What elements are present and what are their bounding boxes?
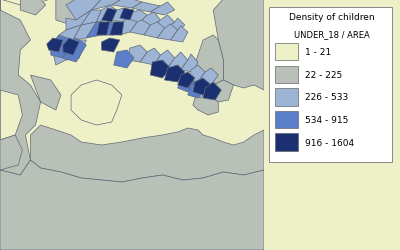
Polygon shape — [154, 51, 175, 69]
Polygon shape — [102, 23, 120, 36]
Polygon shape — [193, 79, 211, 96]
Polygon shape — [130, 21, 150, 36]
Text: 226 - 533: 226 - 533 — [305, 93, 348, 102]
Polygon shape — [66, 0, 102, 21]
Polygon shape — [110, 23, 124, 36]
Polygon shape — [102, 9, 117, 23]
Polygon shape — [150, 3, 175, 16]
Polygon shape — [53, 43, 73, 66]
Polygon shape — [114, 51, 134, 69]
Polygon shape — [144, 23, 164, 39]
Polygon shape — [30, 126, 264, 182]
Polygon shape — [63, 39, 86, 63]
Polygon shape — [178, 76, 195, 93]
Polygon shape — [127, 46, 147, 63]
Polygon shape — [91, 0, 122, 11]
Polygon shape — [198, 69, 218, 86]
Polygon shape — [20, 0, 46, 16]
Polygon shape — [56, 0, 81, 26]
Polygon shape — [110, 9, 132, 23]
Polygon shape — [120, 19, 137, 36]
Polygon shape — [0, 160, 264, 250]
Polygon shape — [188, 81, 205, 98]
Polygon shape — [203, 83, 221, 100]
Polygon shape — [96, 23, 110, 36]
Polygon shape — [188, 66, 205, 83]
FancyBboxPatch shape — [275, 66, 298, 84]
Polygon shape — [164, 19, 185, 33]
FancyBboxPatch shape — [275, 134, 298, 151]
FancyBboxPatch shape — [275, 111, 298, 129]
Text: Density of children: Density of children — [289, 12, 375, 22]
FancyBboxPatch shape — [270, 8, 392, 162]
Polygon shape — [193, 36, 223, 86]
Polygon shape — [73, 23, 96, 41]
Polygon shape — [193, 93, 218, 116]
Polygon shape — [30, 76, 61, 110]
FancyBboxPatch shape — [275, 89, 298, 106]
Polygon shape — [213, 0, 264, 91]
Text: 534 - 915: 534 - 915 — [305, 116, 348, 124]
Polygon shape — [140, 49, 160, 66]
Polygon shape — [102, 39, 120, 53]
Polygon shape — [81, 11, 102, 26]
Text: 22 - 225: 22 - 225 — [305, 70, 342, 80]
Polygon shape — [168, 53, 188, 71]
Polygon shape — [71, 81, 122, 126]
Polygon shape — [191, 81, 208, 98]
Polygon shape — [201, 81, 234, 102]
Polygon shape — [132, 3, 160, 13]
Polygon shape — [112, 0, 142, 9]
Text: UNDER_18 / AREA: UNDER_18 / AREA — [294, 30, 370, 39]
FancyBboxPatch shape — [275, 44, 298, 61]
Polygon shape — [124, 11, 147, 26]
Polygon shape — [0, 0, 41, 175]
Polygon shape — [120, 9, 134, 21]
Polygon shape — [66, 11, 91, 31]
Polygon shape — [164, 66, 185, 83]
Polygon shape — [137, 13, 160, 29]
Polygon shape — [150, 16, 175, 31]
Polygon shape — [181, 55, 198, 73]
Polygon shape — [47, 39, 63, 53]
Polygon shape — [63, 39, 79, 56]
Polygon shape — [0, 0, 264, 250]
Polygon shape — [157, 25, 178, 41]
Polygon shape — [150, 61, 170, 79]
Polygon shape — [96, 6, 117, 23]
Polygon shape — [59, 26, 81, 46]
Text: 916 - 1604: 916 - 1604 — [305, 138, 354, 147]
Polygon shape — [178, 73, 195, 89]
Polygon shape — [86, 23, 110, 39]
Polygon shape — [0, 136, 22, 170]
Polygon shape — [51, 36, 73, 59]
Polygon shape — [170, 27, 188, 43]
Polygon shape — [66, 41, 86, 61]
Text: 1 - 21: 1 - 21 — [305, 48, 331, 57]
Polygon shape — [0, 0, 51, 6]
